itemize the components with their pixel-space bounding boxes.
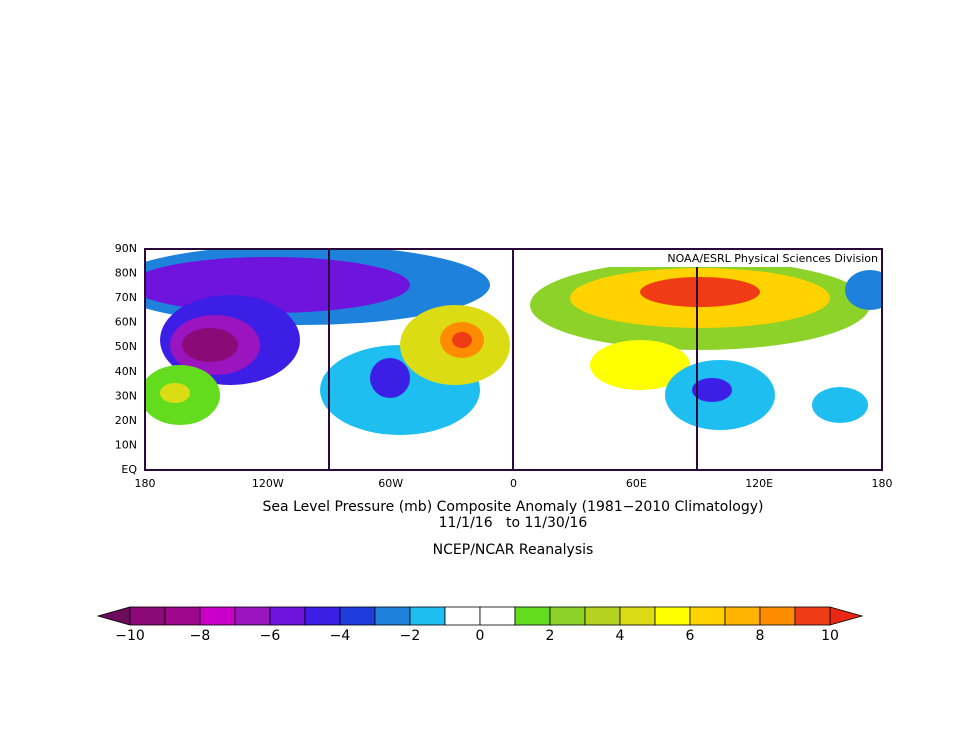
colorbar-label: 2	[546, 628, 555, 644]
colorbar-label: −10	[115, 628, 145, 644]
credit: NOAA/ESRL Physical Sciences Division	[667, 252, 878, 265]
colorbar-box	[269, 606, 306, 626]
colorbar-label: −6	[260, 628, 281, 644]
colorbar-box	[479, 606, 516, 626]
colorbar-box	[234, 606, 271, 626]
colorbar-label: 4	[616, 628, 625, 644]
colorbar-low-arrow	[96, 606, 131, 626]
lat-labels: 90N 80N 70N 60N 50N 40N 30N 20N 10N EQ	[115, 242, 138, 476]
colorbar-box	[794, 606, 831, 626]
date-range: 11/1/16 to 11/30/16	[439, 515, 588, 531]
colorbar-box	[444, 606, 481, 626]
lon-label: 120W	[252, 477, 284, 490]
colorbar-box	[199, 606, 236, 626]
map-title: Sea Level Pressure (mb) Composite Anomal…	[263, 499, 764, 515]
data-source: NCEP/NCAR Reanalysis	[433, 542, 594, 558]
lon-label: 0	[510, 477, 517, 490]
colorbar-label: −8	[190, 628, 211, 644]
lat-label: EQ	[121, 463, 137, 476]
colorbar-label: 10	[821, 628, 839, 644]
colorbar-box	[164, 606, 201, 626]
colorbar-box	[759, 606, 796, 626]
lon-label: 180	[872, 477, 893, 490]
lon-label: 120E	[745, 477, 773, 490]
colorbar-box	[654, 606, 691, 626]
colorbar-box	[339, 606, 376, 626]
colorbar-box	[374, 606, 411, 626]
colorbar-box	[689, 606, 726, 626]
map-frame	[144, 248, 883, 471]
lat-label: 10N	[115, 438, 137, 451]
lon-label: 180	[135, 477, 156, 490]
colorbar-label: 8	[756, 628, 765, 644]
colorbar-box	[514, 606, 551, 626]
colorbar-box	[409, 606, 446, 626]
lat-label: 30N	[115, 389, 137, 402]
colorbar-box	[724, 606, 761, 626]
lat-label: 20N	[115, 414, 137, 427]
colorbar-box	[549, 606, 586, 626]
colorbar-box	[129, 606, 166, 626]
colorbar-label: −4	[330, 628, 351, 644]
colorbar-label: −2	[400, 628, 421, 644]
anomaly-field	[145, 249, 882, 470]
colorbar-label: 0	[476, 628, 485, 644]
lon-label: 60E	[626, 477, 647, 490]
colorbar-label: 6	[686, 628, 695, 644]
colorbar-box	[619, 606, 656, 626]
lon-label: 60W	[378, 477, 403, 490]
lat-label: 60N	[115, 316, 137, 329]
lat-label: 70N	[115, 291, 137, 304]
grid-lines	[328, 249, 698, 470]
colorbar-box	[584, 606, 621, 626]
lat-label: 80N	[115, 267, 137, 280]
colorbar-box	[304, 606, 341, 626]
lon-labels: 180 120W 60W 0 60E 120E 180	[135, 477, 893, 490]
colorbar-high-arrow	[829, 606, 864, 626]
colorbar: −10 −8 −6 −4 −2 0 2 4 6 8 10	[96, 606, 864, 644]
lat-label: 50N	[115, 340, 137, 353]
lat-label: 40N	[115, 365, 137, 378]
credit-box	[593, 250, 881, 267]
lat-label: 90N	[115, 242, 137, 255]
